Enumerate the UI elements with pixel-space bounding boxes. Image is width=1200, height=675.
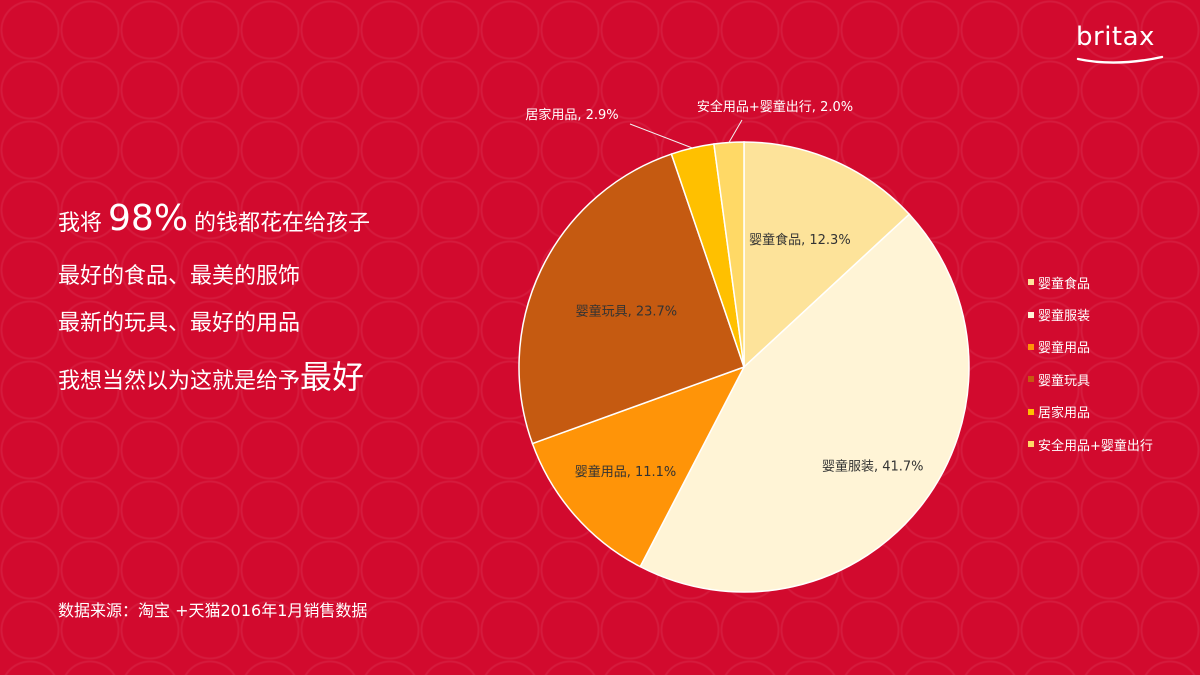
legend-item: 安全用品+婴童出行 [1028, 428, 1153, 460]
legend-label: 居家用品 [1038, 406, 1091, 422]
legend-item: 婴童玩具 [1028, 363, 1153, 395]
legend-swatch [1028, 408, 1034, 415]
pie-data-label: 安全用品+婴童出行, 2.0% [697, 99, 853, 115]
britax-logo: britax [1076, 22, 1166, 66]
legend-item: 居家用品 [1028, 396, 1153, 428]
pie-slice [518, 153, 745, 445]
pie-slice [639, 213, 970, 593]
legend-swatch [1028, 311, 1034, 318]
headline-line-4-pre: 我想当然以为这就是给予 [58, 369, 301, 394]
headline-line-2: 最好的食品、最美的服饰 [58, 264, 301, 289]
pie-data-label: 婴童食品, 12.3% [749, 232, 851, 248]
chart-legend: 婴童食品婴童服装婴童用品婴童玩具居家用品安全用品+婴童出行 [1028, 266, 1153, 460]
pie-data-label: 婴童服装, 41.7% [822, 458, 924, 474]
headline-line-1-post: 的钱都花在给孩子 [194, 211, 371, 236]
legend-label: 婴童用品 [1038, 341, 1091, 357]
pie-data-label: 婴童玩具, 23.7% [576, 304, 678, 320]
legend-item: 婴童用品 [1028, 331, 1153, 363]
headline-line-4: 我想当然以为这就是给予最好 [58, 352, 364, 398]
headline-line-3: 最新的玩具、最好的用品 [58, 311, 301, 336]
pie-leader-line [728, 119, 743, 143]
pie-data-label: 居家用品, 2.9% [525, 107, 618, 123]
logo-swoosh-icon [1076, 55, 1164, 64]
headline-line-1-pre: 我将 [58, 211, 103, 236]
pie-data-label: 婴童用品, 11.1% [575, 464, 677, 480]
headline-line-1: 我将 98% 的钱都花在给孩子 [58, 198, 370, 239]
legend-label: 安全用品+婴童出行 [1038, 438, 1153, 454]
legend-label: 婴童服装 [1038, 309, 1091, 325]
pie-leader-line [629, 123, 693, 149]
logo-text: britax [1076, 22, 1155, 52]
legend-item: 婴童食品 [1028, 266, 1153, 298]
legend-swatch [1028, 376, 1034, 383]
pie-slice [743, 141, 911, 369]
legend-swatch [1028, 279, 1034, 286]
legend-swatch [1028, 343, 1034, 350]
pie-slice [531, 365, 746, 568]
legend-item: 婴童服装 [1028, 298, 1153, 330]
legend-label: 婴童玩具 [1038, 373, 1091, 389]
headline-percentage: 98% [108, 198, 189, 239]
headline-emphasis: 最好 [300, 358, 365, 396]
data-source-note: 数据来源：淘宝 +天猫2016年1月销售数据 [58, 601, 368, 620]
legend-swatch [1028, 441, 1034, 448]
legend-label: 婴童食品 [1038, 276, 1091, 292]
